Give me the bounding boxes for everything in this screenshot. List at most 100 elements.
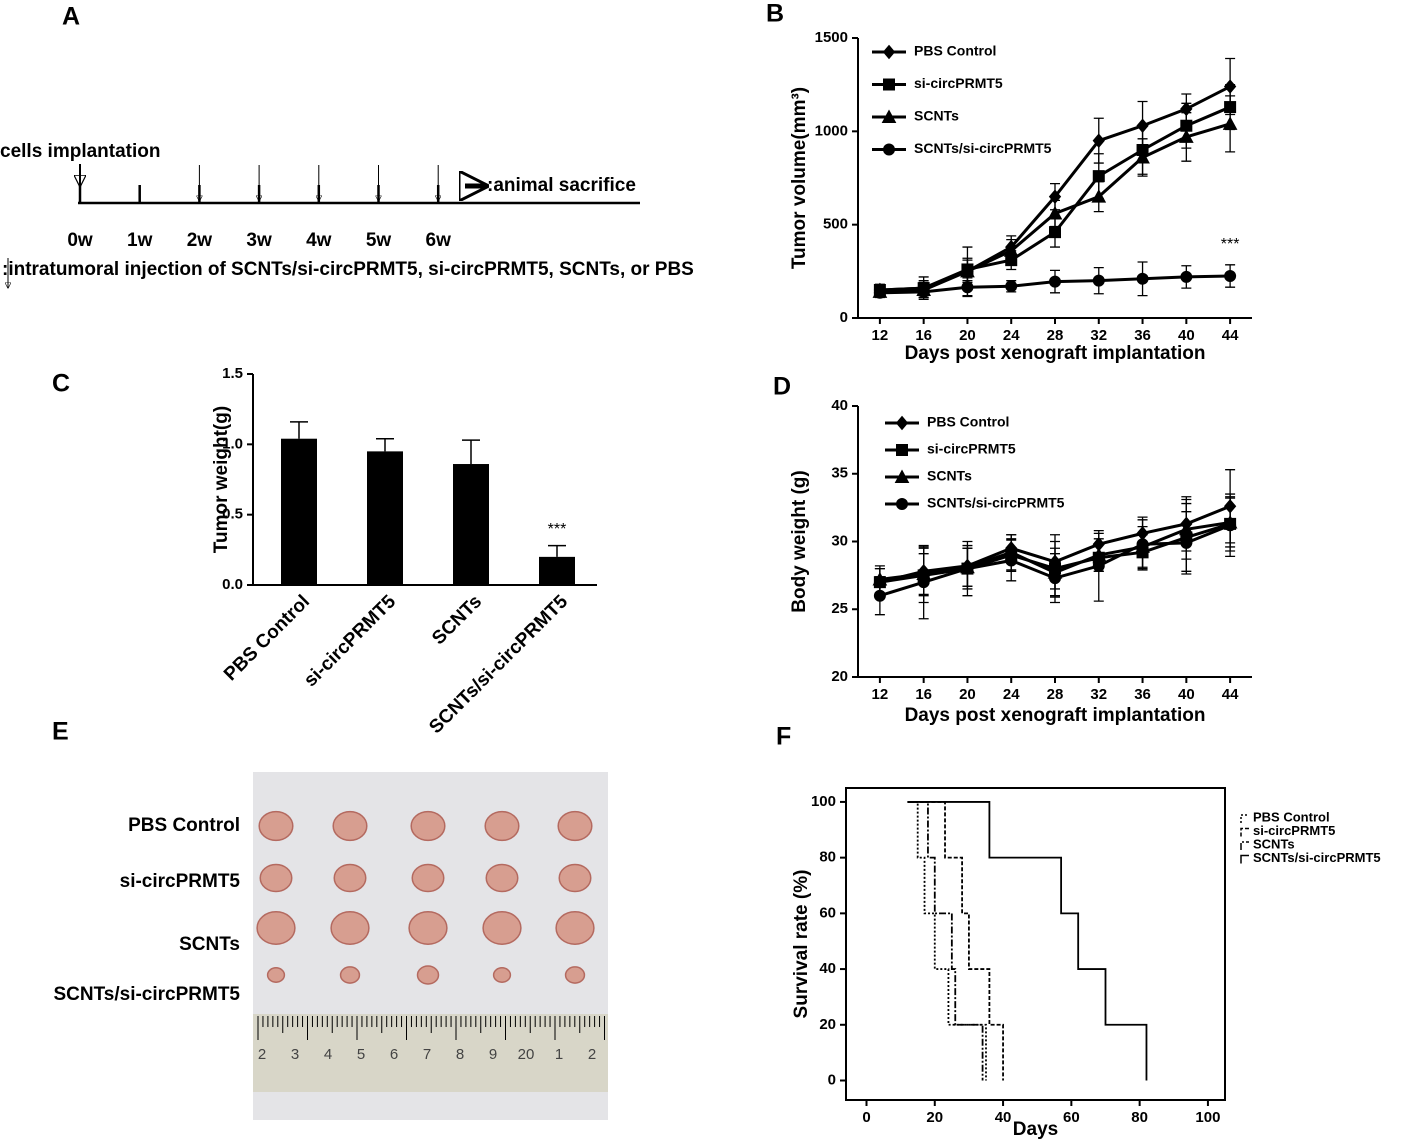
x-tick-label: 44	[1222, 327, 1239, 344]
y-tick-label: 35	[831, 465, 848, 482]
y-tick-label: 500	[823, 216, 848, 233]
legend-label: PBS Control	[927, 414, 1009, 430]
legend-label: SCNTs	[1253, 836, 1295, 851]
bar	[367, 451, 403, 585]
x-tick-label: 40	[995, 1109, 1012, 1126]
survival-curve	[907, 801, 987, 1081]
ruler-label: 1	[555, 1046, 563, 1063]
marker	[1224, 270, 1237, 282]
marker	[1224, 519, 1237, 532]
x-tick-label: 20	[959, 686, 976, 703]
y-tick-label: 1.0	[222, 435, 243, 452]
x-tick-label: 16	[915, 686, 932, 703]
marker	[873, 589, 886, 602]
x-tick-label: 12	[872, 327, 889, 344]
x-tick-label: 20	[926, 1109, 943, 1126]
x-tick-label: 32	[1090, 327, 1107, 344]
x-tick-label: 16	[915, 327, 932, 344]
tumor	[258, 810, 294, 842]
tumor	[485, 863, 519, 893]
plot-frame	[845, 787, 1226, 1101]
error-bar	[462, 439, 480, 465]
x-tick-label: 40	[1178, 327, 1195, 344]
marker	[896, 444, 908, 456]
week-label: 2w	[187, 230, 213, 251]
marker	[1092, 133, 1105, 148]
ruler-label: 20	[518, 1046, 535, 1063]
tumor	[416, 965, 440, 985]
marker	[1180, 536, 1193, 549]
x-axis-title: Days post xenograft implantation	[905, 705, 1206, 726]
legend-line	[1240, 814, 1249, 823]
ruler-label: 5	[357, 1046, 365, 1063]
marker	[1222, 116, 1238, 130]
legend-label: PBS Control	[1253, 809, 1330, 824]
marker	[883, 78, 895, 91]
panel-label: F	[776, 723, 791, 751]
marker	[1136, 538, 1149, 551]
week-label: 6w	[426, 230, 452, 251]
tumor	[411, 863, 445, 893]
y-tick-label: 0.5	[222, 506, 243, 523]
y-axis-title: Body weight (g)	[789, 470, 810, 612]
tumor	[410, 810, 446, 842]
ruler-label: 3	[291, 1046, 299, 1063]
week-label: 0w	[67, 230, 93, 251]
marker	[961, 281, 974, 294]
y-tick-label: 30	[831, 532, 848, 549]
annotation: ***	[548, 521, 567, 538]
y-tick-label: 0	[828, 1071, 836, 1088]
error-bar	[290, 421, 308, 439]
tumor	[492, 967, 512, 983]
x-tick-label: 12	[872, 686, 889, 703]
week-label: 1w	[127, 230, 153, 251]
y-tick-label: 80	[819, 849, 836, 866]
ruler-label: 7	[423, 1046, 431, 1063]
week-label: 4w	[306, 230, 332, 251]
tumor	[330, 911, 370, 945]
marker	[1049, 275, 1061, 288]
tumor	[408, 911, 448, 945]
injection-label: :intratumoral injection of SCNTs/si-circ…	[2, 259, 694, 280]
x-tick-label: 24	[1003, 327, 1020, 344]
tumor	[555, 911, 595, 945]
ruler-label: 2	[588, 1046, 596, 1063]
bar	[281, 438, 317, 585]
marker	[1049, 572, 1061, 585]
x-tick-label: 36	[1134, 686, 1151, 703]
week-label: 3w	[246, 230, 272, 251]
error-bar	[376, 437, 394, 452]
marker	[895, 415, 909, 431]
x-tick-label: 20	[959, 327, 976, 344]
x-tick-label: 44	[1222, 686, 1239, 703]
x-axis-title: Days post xenograft implantation	[905, 343, 1206, 364]
y-tick-label: 1.5	[222, 365, 243, 382]
legend-label: si-circPRMT5	[1253, 823, 1335, 838]
row-label: PBS Control	[128, 815, 240, 836]
x-tick-label: 36	[1134, 327, 1151, 344]
tumor	[259, 863, 293, 893]
start-label: cells implantation	[0, 141, 160, 162]
marker	[1005, 280, 1018, 293]
x-tick-label: 60	[1063, 1109, 1080, 1126]
row-label: SCNTs/si-circPRMT5	[53, 984, 240, 1005]
tumor	[558, 863, 592, 893]
y-tick-label: 0.0	[222, 576, 243, 593]
y-axis-title: Tumor volume(mm³)	[789, 87, 810, 269]
legend-label: PBS Control	[914, 43, 996, 59]
error-bar	[548, 544, 566, 557]
survival-curve	[907, 801, 984, 1081]
y-tick-label: 1000	[815, 122, 848, 139]
marker	[873, 286, 886, 299]
panel-label: E	[52, 718, 69, 746]
y-tick-label: 60	[819, 904, 836, 921]
bar	[539, 556, 575, 585]
tumor	[557, 810, 593, 842]
marker	[1005, 554, 1018, 567]
marker	[1092, 170, 1105, 183]
survival-curve	[907, 801, 1148, 1081]
marker	[896, 498, 908, 510]
tumor	[339, 966, 361, 984]
x-tick-label: SCNTs	[428, 591, 486, 649]
y-axis-title: Tumor weight(g)	[211, 406, 232, 553]
